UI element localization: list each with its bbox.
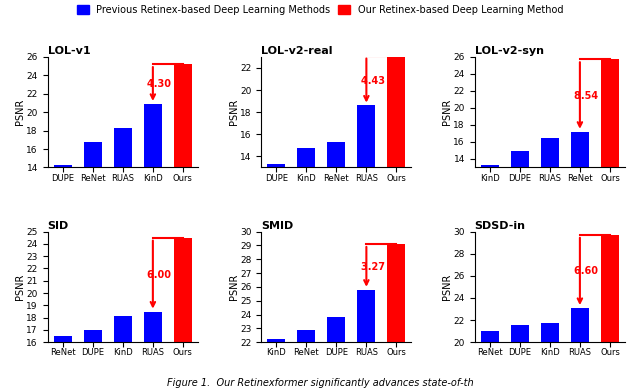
Text: 4.30 dB: 4.30 dB: [147, 79, 189, 89]
Text: 6.00 dB: 6.00 dB: [147, 270, 189, 280]
Bar: [357, 106, 376, 168]
Bar: [571, 308, 589, 342]
Text: SID: SID: [47, 221, 69, 231]
Text: SDSD-in: SDSD-in: [475, 221, 525, 231]
Y-axis label: PSNR: PSNR: [228, 99, 239, 125]
Bar: [601, 235, 619, 342]
Text: LOL-v2-real: LOL-v2-real: [261, 46, 333, 56]
Bar: [387, 56, 406, 168]
Bar: [541, 138, 559, 168]
Y-axis label: PSNR: PSNR: [15, 274, 25, 300]
Text: LOL-v1: LOL-v1: [47, 46, 90, 56]
Bar: [84, 142, 102, 168]
Bar: [387, 244, 406, 342]
Bar: [297, 147, 316, 168]
Text: 6.60 dB: 6.60 dB: [574, 267, 616, 276]
Bar: [54, 336, 72, 342]
Bar: [174, 64, 192, 168]
Bar: [114, 128, 132, 168]
Bar: [114, 317, 132, 342]
Y-axis label: PSNR: PSNR: [442, 99, 452, 125]
Bar: [267, 340, 285, 342]
Y-axis label: PSNR: PSNR: [15, 99, 25, 125]
Bar: [571, 132, 589, 168]
Bar: [327, 317, 346, 342]
Bar: [327, 142, 346, 168]
Text: 3.27 dB: 3.27 dB: [360, 262, 403, 272]
Y-axis label: PSNR: PSNR: [228, 274, 239, 300]
Bar: [481, 165, 499, 168]
Bar: [174, 238, 192, 342]
Text: SMID: SMID: [261, 221, 293, 231]
Text: LOL-v2-syn: LOL-v2-syn: [475, 46, 543, 56]
Bar: [601, 59, 619, 168]
Bar: [541, 324, 559, 342]
Bar: [511, 151, 529, 168]
Bar: [511, 324, 529, 342]
Bar: [54, 165, 72, 168]
Legend: Previous Retinex-based Deep Learning Methods, Our Retinex-based Deep Learning Me: Previous Retinex-based Deep Learning Met…: [73, 1, 567, 19]
Bar: [144, 312, 162, 342]
Text: Figure 1.  Our Retinexformer significantly advances state-of-th: Figure 1. Our Retinexformer significantl…: [166, 378, 474, 388]
Bar: [84, 330, 102, 342]
Bar: [144, 104, 162, 168]
Bar: [267, 164, 285, 168]
Text: 8.54 dB: 8.54 dB: [574, 90, 616, 100]
Bar: [481, 331, 499, 342]
Bar: [357, 290, 376, 342]
Text: 4.43 dB: 4.43 dB: [360, 76, 403, 86]
Y-axis label: PSNR: PSNR: [442, 274, 452, 300]
Bar: [297, 330, 316, 342]
